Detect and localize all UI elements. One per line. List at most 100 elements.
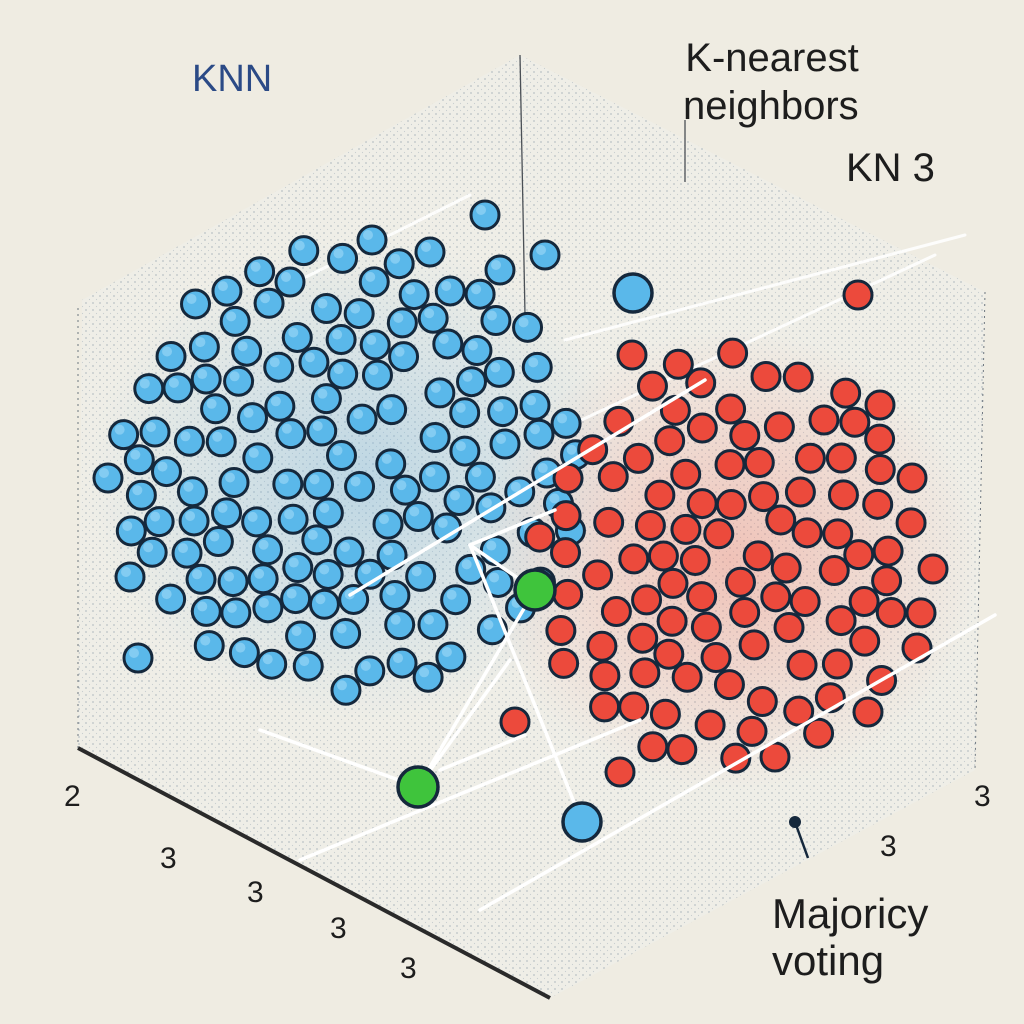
- point-highlight: [258, 539, 269, 550]
- red-point: [548, 647, 580, 679]
- blue-point: [346, 403, 378, 435]
- point-highlight: [270, 396, 281, 407]
- blue-point: [298, 346, 330, 378]
- point-highlight: [383, 545, 394, 556]
- blue-point: [487, 396, 519, 428]
- point-highlight: [333, 248, 344, 259]
- point-highlight: [490, 362, 501, 373]
- red-point: [825, 442, 857, 474]
- blue-point: [434, 275, 466, 307]
- red-point: [895, 507, 927, 539]
- blue-point: [405, 560, 437, 592]
- point-highlight: [491, 260, 501, 270]
- point-highlight: [254, 568, 265, 579]
- blue-point: [180, 288, 212, 320]
- blue-point: [231, 335, 263, 367]
- neighbor-line: [478, 613, 997, 912]
- blue-point: [383, 248, 415, 280]
- neighbor-line: [258, 728, 420, 789]
- red-point: [622, 442, 654, 474]
- red-point: [686, 581, 718, 613]
- point-highlight: [143, 542, 154, 553]
- red-point: [724, 566, 756, 598]
- red-point: [750, 361, 782, 393]
- blue-point: [92, 462, 124, 494]
- point-highlight: [350, 303, 361, 314]
- box-edges: [77, 54, 986, 1000]
- query-points: [396, 272, 810, 859]
- red-point: [593, 506, 625, 538]
- query-point: [396, 765, 440, 809]
- point-highlight: [471, 467, 482, 478]
- blue-point: [479, 535, 511, 567]
- point-highlight: [455, 441, 466, 452]
- red-point: [686, 412, 718, 444]
- red-point: [713, 669, 745, 701]
- red-point: [589, 660, 621, 692]
- point-highlight: [393, 653, 404, 664]
- point-highlight: [178, 543, 189, 554]
- red-point: [821, 648, 853, 680]
- blue-point: [464, 461, 496, 493]
- blue-point: [139, 416, 171, 448]
- red-point: [825, 605, 857, 637]
- point-highlight: [247, 511, 258, 522]
- point-highlight: [294, 240, 305, 251]
- point-highlight: [286, 588, 297, 599]
- point-highlight: [319, 502, 330, 513]
- point-highlight: [299, 656, 310, 667]
- red-point: [627, 622, 659, 654]
- blue-point: [178, 505, 210, 537]
- blue-point: [108, 419, 140, 451]
- point-highlight: [209, 531, 220, 542]
- red-point: [743, 447, 775, 479]
- blue-point: [414, 236, 446, 268]
- blue-point: [282, 552, 314, 584]
- blue-point: [280, 583, 312, 615]
- point-highlight: [235, 642, 246, 653]
- point-highlight: [258, 597, 269, 608]
- blue-point: [356, 224, 388, 256]
- blue-point: [417, 302, 449, 334]
- blue-point: [312, 497, 344, 529]
- red-point: [782, 361, 814, 393]
- blue-point: [220, 597, 252, 629]
- blue-point: [176, 476, 208, 508]
- blue-point: [461, 335, 493, 367]
- red-point: [629, 657, 661, 689]
- red-point: [794, 442, 826, 474]
- blue-point: [325, 324, 357, 356]
- point-highlight: [489, 572, 500, 583]
- point-highlight: [493, 401, 504, 412]
- blue-point: [398, 279, 430, 311]
- point-highlight: [250, 261, 261, 272]
- blue-point: [512, 311, 544, 343]
- point-highlight: [206, 398, 217, 409]
- diagram-title: K-nearest neighbors: [683, 34, 859, 130]
- blue-point: [171, 537, 203, 569]
- blue-point: [190, 363, 222, 395]
- blue-point: [205, 426, 237, 458]
- blue-point: [244, 256, 276, 288]
- blue-point: [519, 389, 551, 421]
- blue-point: [125, 479, 157, 511]
- red-point: [842, 279, 874, 311]
- red-point: [839, 406, 871, 438]
- point-highlight: [304, 352, 315, 363]
- blue-point: [308, 588, 340, 620]
- point-highlight: [281, 272, 291, 282]
- blue-point: [173, 425, 205, 457]
- blue-point: [200, 393, 232, 425]
- point-highlight: [353, 409, 364, 420]
- blue-point: [123, 444, 155, 476]
- blue-point: [150, 456, 182, 488]
- guide-line: [558, 253, 937, 432]
- point-highlight: [449, 490, 460, 501]
- left-tick: 3: [400, 952, 417, 985]
- point-highlight: [192, 569, 203, 580]
- blue-point: [252, 534, 284, 566]
- point-highlight: [309, 474, 320, 485]
- blue-point: [469, 199, 501, 231]
- blue-point: [122, 642, 154, 674]
